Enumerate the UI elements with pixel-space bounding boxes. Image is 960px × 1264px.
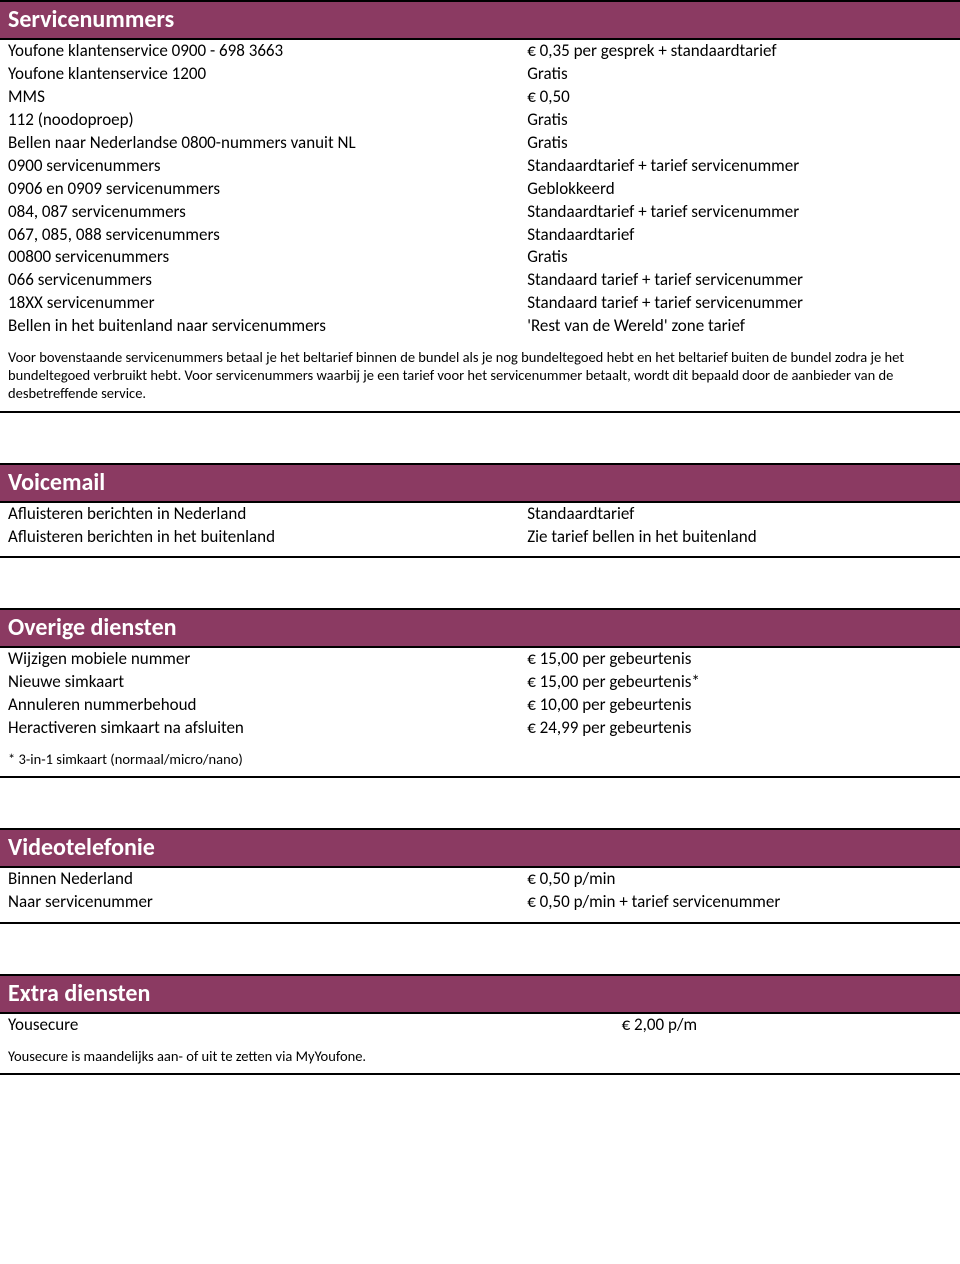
- table-rows: Afluisteren berichten in NederlandStanda…: [0, 503, 960, 549]
- table-row: Youfone klantenservice 0900 - 698 3663€ …: [8, 40, 952, 63]
- cell-left: Binnen Nederland: [8, 868, 527, 891]
- table-row: Bellen naar Nederlandse 0800-nummers van…: [8, 132, 952, 155]
- cell-left: 084, 087 servicenummers: [8, 201, 527, 224]
- cell-left: Naar servicenummer: [8, 891, 527, 914]
- cell-left: Annuleren nummerbehoud: [8, 694, 527, 717]
- cell-right: Zie tarief bellen in het buitenland: [527, 526, 952, 549]
- cell-right: Standaardtarief: [527, 224, 952, 247]
- cell-left: MMS: [8, 86, 527, 109]
- cell-left: Wijzigen mobiele nummer: [8, 648, 527, 671]
- cell-right: Standaard tarief + tarief servicenummer: [527, 292, 952, 315]
- cell-right: € 2,00 p/m: [622, 1014, 952, 1037]
- cell-left: Youfone klantenservice 1200: [8, 63, 527, 86]
- cell-right: € 15,00 per gebeurtenis: [527, 648, 952, 671]
- cell-right: Standaardtarief + tarief servicenummer: [527, 201, 952, 224]
- section-header: Videotelefonie: [0, 828, 960, 868]
- cell-left: 00800 servicenummers: [8, 246, 527, 269]
- table-row: Binnen Nederland€ 0,50 p/min: [8, 868, 952, 891]
- divider: [0, 411, 960, 413]
- table-rows: Wijzigen mobiele nummer€ 15,00 per gebeu…: [0, 648, 960, 740]
- cell-right: Standaardtarief: [527, 503, 952, 526]
- table-row: Wijzigen mobiele nummer€ 15,00 per gebeu…: [8, 648, 952, 671]
- table-row: MMS€ 0,50: [8, 86, 952, 109]
- cell-right: Standaard tarief + tarief servicenummer: [527, 269, 952, 292]
- divider: [0, 922, 960, 924]
- cell-right: € 0,50: [527, 86, 952, 109]
- section-extra-diensten: Extra diensten Yousecure € 2,00 p/m Yous…: [0, 974, 960, 1075]
- table-row: 18XX servicenummerStandaard tarief + tar…: [8, 292, 952, 315]
- table-row: Naar servicenummer€ 0,50 p/min + tarief …: [8, 891, 952, 914]
- cell-left: Bellen naar Nederlandse 0800-nummers van…: [8, 132, 527, 155]
- cell-right: Gratis: [527, 132, 952, 155]
- divider: [0, 1073, 960, 1075]
- table-row: Youfone klantenservice 1200Gratis: [8, 63, 952, 86]
- section-servicenummers: Servicenummers Youfone klantenservice 09…: [0, 0, 960, 413]
- divider: [0, 776, 960, 778]
- section-header: Servicenummers: [0, 0, 960, 40]
- table-row: 066 servicenummersStandaard tarief + tar…: [8, 269, 952, 292]
- cell-left: 066 servicenummers: [8, 269, 527, 292]
- cell-left: 112 (noodoproep): [8, 109, 527, 132]
- section-header: Voicemail: [0, 463, 960, 503]
- table-row: 112 (noodoproep)Gratis: [8, 109, 952, 132]
- cell-right: 'Rest van de Wereld' zone tarief: [527, 315, 952, 338]
- cell-right: Standaardtarief + tarief servicenummer: [527, 155, 952, 178]
- table-row: Annuleren nummerbehoud€ 10,00 per gebeur…: [8, 694, 952, 717]
- cell-left: Nieuwe simkaart: [8, 671, 527, 694]
- cell-left: Afluisteren berichten in het buitenland: [8, 526, 527, 549]
- section-voicemail: Voicemail Afluisteren berichten in Neder…: [0, 463, 960, 559]
- cell-right: Gratis: [527, 109, 952, 132]
- section-note: Voor bovenstaande servicenummers betaal …: [0, 338, 960, 402]
- section-header: Extra diensten: [0, 974, 960, 1014]
- table-row: 067, 085, 088 servicenummersStandaardtar…: [8, 224, 952, 247]
- cell-left: 18XX servicenummer: [8, 292, 527, 315]
- table-row: 0900 servicenummersStandaardtarief + tar…: [8, 155, 952, 178]
- cell-left: 0906 en 0909 servicenummers: [8, 178, 527, 201]
- table-row: 0906 en 0909 servicenummersGeblokkeerd: [8, 178, 952, 201]
- table-row: Nieuwe simkaart€ 15,00 per gebeurtenis*: [8, 671, 952, 694]
- table-rows: Yousecure € 2,00 p/m: [0, 1014, 960, 1037]
- cell-right: € 0,35 per gesprek + standaardtarief: [527, 40, 952, 63]
- cell-right: € 0,50 p/min: [527, 868, 952, 891]
- cell-left: Heractiveren simkaart na afsluiten: [8, 717, 527, 740]
- cell-left: 0900 servicenummers: [8, 155, 527, 178]
- section-header: Overige diensten: [0, 608, 960, 648]
- table-row: 00800 servicenummersGratis: [8, 246, 952, 269]
- table-rows: Binnen Nederland€ 0,50 p/min Naar servic…: [0, 868, 960, 914]
- section-overige-diensten: Overige diensten Wijzigen mobiele nummer…: [0, 608, 960, 778]
- cell-left: Afluisteren berichten in Nederland: [8, 503, 527, 526]
- section-videotelefonie: Videotelefonie Binnen Nederland€ 0,50 p/…: [0, 828, 960, 924]
- table-row: Afluisteren berichten in het buitenlandZ…: [8, 526, 952, 549]
- cell-right: € 10,00 per gebeurtenis: [527, 694, 952, 717]
- table-row: Afluisteren berichten in NederlandStanda…: [8, 503, 952, 526]
- cell-right: Geblokkeerd: [527, 178, 952, 201]
- cell-left: 067, 085, 088 servicenummers: [8, 224, 527, 247]
- cell-left: Yousecure: [8, 1014, 622, 1037]
- cell-left: Bellen in het buitenland naar servicenum…: [8, 315, 527, 338]
- section-note: * 3-in-1 simkaart (normaal/micro/nano): [0, 740, 960, 768]
- table-row: 084, 087 servicenummersStandaardtarief +…: [8, 201, 952, 224]
- section-note: Yousecure is maandelijks aan- of uit te …: [0, 1037, 960, 1065]
- cell-right: € 15,00 per gebeurtenis*: [527, 671, 952, 694]
- divider: [0, 556, 960, 558]
- table-rows: Youfone klantenservice 0900 - 698 3663€ …: [0, 40, 960, 338]
- cell-right: Gratis: [527, 63, 952, 86]
- cell-right: € 0,50 p/min + tarief servicenummer: [527, 891, 952, 914]
- table-row: Bellen in het buitenland naar servicenum…: [8, 315, 952, 338]
- table-row: Heractiveren simkaart na afsluiten€ 24,9…: [8, 717, 952, 740]
- cell-right: Gratis: [527, 246, 952, 269]
- table-row: Yousecure € 2,00 p/m: [8, 1014, 952, 1037]
- cell-left: Youfone klantenservice 0900 - 698 3663: [8, 40, 527, 63]
- cell-right: € 24,99 per gebeurtenis: [527, 717, 952, 740]
